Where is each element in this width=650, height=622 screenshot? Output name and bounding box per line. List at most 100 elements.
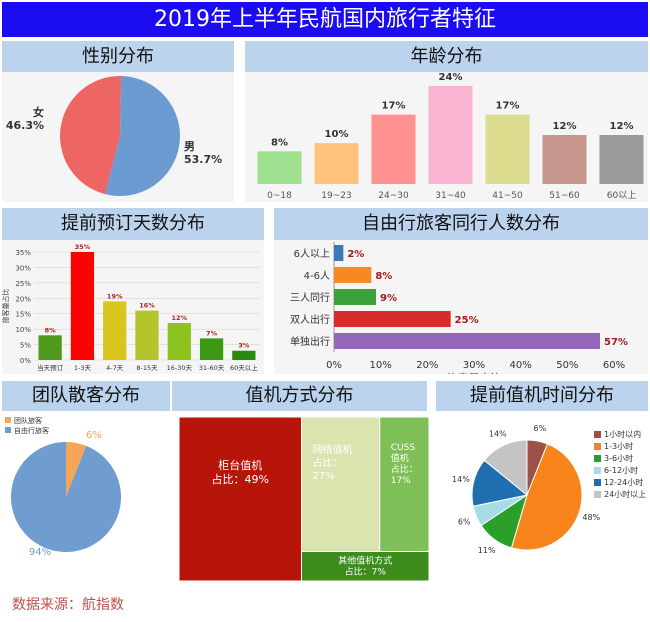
age-value-label: 17%: [382, 101, 406, 112]
gender-slice-label: 女: [33, 105, 44, 119]
checkin-tile-share: 占比：49%: [212, 472, 269, 486]
companions-xtick-label: 60%: [603, 360, 625, 371]
booking-ytick-label: 10%: [15, 326, 31, 334]
companions-bar: [334, 267, 372, 283]
advance-slice-value: 6%: [534, 424, 547, 433]
advance-slice-value: 6%: [458, 517, 471, 526]
checkin-tile-share: 17%: [391, 476, 411, 486]
booking-category-label: 4-7天: [106, 364, 124, 372]
booking-bar: [70, 252, 95, 360]
companions-value-label: 9%: [380, 293, 397, 304]
gender-panel-title: 性别分布: [2, 41, 234, 72]
gender-slice-label: 男: [184, 140, 195, 153]
booking-bar: [38, 335, 62, 360]
checkin-tile-name: CUSS: [391, 443, 416, 453]
booking-category-label: 当天预订: [37, 363, 64, 372]
gender-slice-value: 53.7%: [184, 153, 222, 166]
companions-panel-title: 自由行旅客同行人数分布: [274, 208, 648, 240]
age-value-label: 24%: [439, 72, 463, 83]
advance-legend-swatch: [594, 431, 601, 438]
advance-slice-5: [483, 439, 528, 497]
age-value-label: 8%: [271, 137, 288, 148]
group-slice-value: 6%: [86, 430, 102, 441]
companions-bar: [334, 289, 376, 305]
gender-pie-chart: 女46.3% 男53.7%: [2, 72, 234, 202]
advance-legend-swatch: [594, 491, 601, 498]
companions-xtick-label: 50%: [556, 360, 578, 371]
booking-ytick-label: 20%: [15, 295, 31, 303]
booking-bar-chart: 0% 5% 10% 15% 20% 25% 30% 35% 旅客量占比 8% 当天预订 35% 1-3天…: [2, 240, 264, 374]
age-category-label: 60以上: [607, 190, 636, 201]
companions-category-label: 单独出行: [290, 335, 330, 348]
group-legend-swatch: [5, 417, 11, 423]
checkin-tile-share: 占比：7%: [345, 565, 387, 577]
checkin-tile-2: [379, 416, 430, 552]
checkin-tile-name: 网络值机: [313, 443, 353, 456]
age-bar-chart: 8% 0~18 10% 19~23 17% 24~30 24% 31~40 17% 41~50 12…: [245, 72, 648, 202]
checkin-tile-share: 占比：: [313, 456, 343, 469]
age-bar: [257, 151, 302, 184]
checkin-tile-share: 27%: [313, 471, 335, 482]
age-value-label: 17%: [496, 101, 520, 112]
booking-value-label: 19%: [107, 292, 123, 300]
group-slice-0: [66, 442, 87, 497]
companions-value-label: 25%: [455, 315, 479, 326]
companions-value-label: 57%: [604, 337, 628, 348]
booking-category-label: 16-30天: [167, 364, 193, 372]
booking-category-label: 60天以上: [230, 363, 258, 372]
gender-slice-value: 46.3%: [6, 119, 44, 132]
advance-checkin-pie-chart: 6% 48% 11% 6% 14% 14% 1小时以内 1-3小时 3-6小时 6-12小时 12-…: [452, 424, 646, 555]
booking-value-label: 35%: [75, 243, 91, 251]
checkin-tile-name: 其他值机方式: [338, 554, 392, 566]
companions-xtick-label: 0%: [326, 360, 342, 371]
advance-slice-value: 14%: [452, 475, 470, 484]
age-value-label: 10%: [325, 129, 349, 140]
age-bar: [485, 114, 530, 184]
booking-category-label: 31-60天: [199, 364, 225, 372]
companions-bar: [334, 311, 451, 327]
companions-bar-chart: 6人以上 2% 4-6人 8% 三人同行 9% 双人出行 25% 单独出行 57% 0% 10% 20%…: [274, 240, 648, 374]
advance-legend-label: 1-3小时: [604, 441, 633, 451]
booking-ytick-label: 0%: [20, 357, 31, 365]
age-value-label: 12%: [553, 121, 577, 132]
booking-ytick-label: 30%: [15, 264, 31, 272]
advance-slice-1: [510, 443, 583, 551]
age-bar: [314, 143, 359, 184]
advance-legend-label: 24小时以上: [604, 489, 646, 499]
age-category-label: 19~23: [321, 191, 351, 201]
companions-xtick-label: 40%: [510, 360, 532, 371]
gender-slice-1: [105, 76, 180, 196]
advance-slice-value: 48%: [582, 513, 600, 522]
booking-ytick-label: 5%: [20, 342, 31, 350]
advance-checkin-panel-title: 提前值机时间分布: [436, 381, 648, 411]
booking-bar: [167, 322, 191, 360]
age-bar: [599, 135, 644, 184]
booking-ytick-label: 25%: [15, 280, 31, 288]
booking-category-label: 8-15天: [136, 364, 158, 372]
companions-category-label: 三人同行: [290, 291, 330, 304]
group-legend-swatch: [5, 427, 11, 433]
booking-value-label: 12%: [172, 314, 188, 322]
booking-bar: [199, 338, 224, 360]
booking-bar: [232, 350, 256, 360]
advance-slice-value: 11%: [478, 546, 496, 555]
advance-slice-value: 14%: [489, 430, 507, 439]
gender-slice-0: [60, 76, 122, 195]
companions-category-label: 4-6人: [304, 270, 330, 282]
booking-y-axis-label: 旅客量占比: [2, 289, 10, 324]
companions-x-axis-label: 旅客量占比: [447, 371, 502, 374]
checkin-tile-3: [301, 550, 430, 582]
advance-legend-swatch: [594, 455, 601, 462]
group-panel-title: 团队散客分布: [2, 381, 170, 411]
age-panel-title: 年龄分布: [245, 41, 648, 72]
age-category-label: 41~50: [492, 191, 523, 201]
companions-xtick-label: 10%: [370, 360, 392, 371]
checkin-tile-1: [301, 416, 381, 552]
advance-legend-label: 6-12小时: [604, 465, 638, 475]
age-category-label: 31~40: [435, 191, 466, 201]
advance-legend-swatch: [594, 479, 601, 486]
checkin-tile-name: 柜台值机: [218, 458, 262, 472]
age-value-label: 12%: [610, 121, 634, 132]
booking-value-label: 16%: [139, 302, 155, 310]
